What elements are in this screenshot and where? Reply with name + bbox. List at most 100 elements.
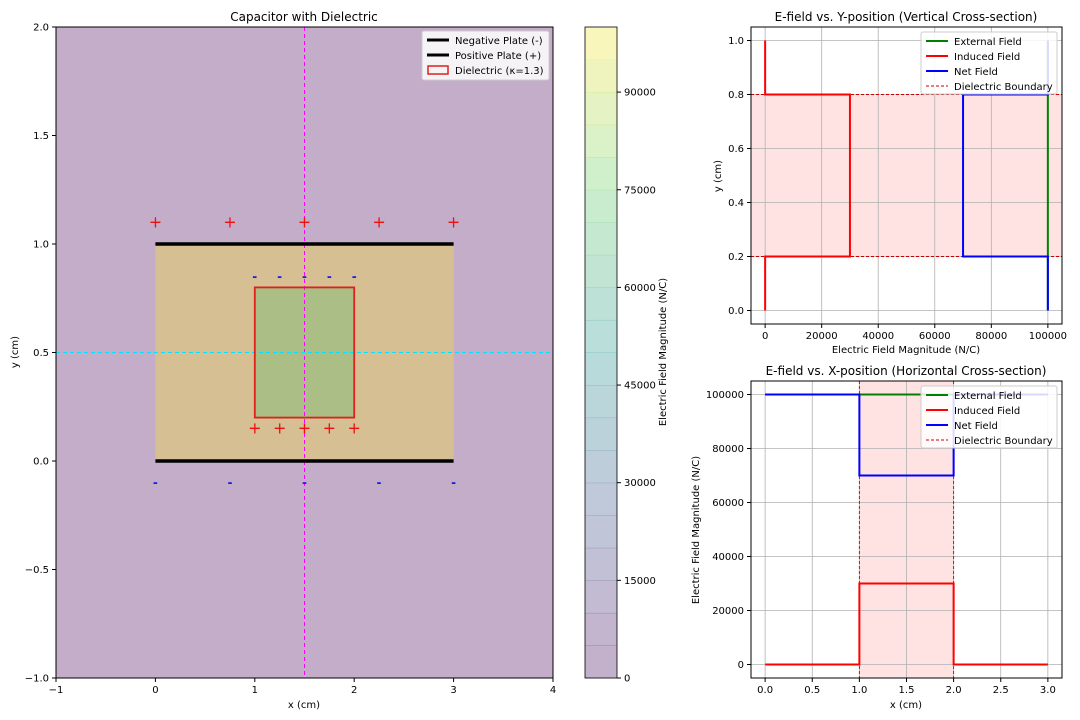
plus-charge-1: + <box>223 212 236 231</box>
colorbar: 0 15000 30000 45000 60000 75000 90000 Electric… <box>584 26 669 685</box>
vertical-section-series-induced <box>764 40 851 311</box>
vertical-section-band <box>751 94 1062 257</box>
capacitor-guides <box>56 27 553 678</box>
colorbar-band-9 <box>585 352 617 386</box>
colorbar-band-2 <box>585 580 617 614</box>
capacitor-y-tick-label-6: 2.0 <box>33 23 49 34</box>
vertical-section-title: E-field vs. Y-position (Vertical Cross-s… <box>775 10 1038 24</box>
capacitor-legend-box <box>421 30 550 81</box>
vertical-section-x-tick-label-4: 80000 <box>975 331 1007 342</box>
colorbar-band-8 <box>585 385 617 419</box>
colorbar-band-16 <box>585 124 617 158</box>
colorbar-band-14 <box>585 189 617 223</box>
colorbar-band-7 <box>585 417 617 451</box>
vertical-section-y-tick-label-5: 1.0 <box>728 36 744 47</box>
dielectric-outline <box>253 286 356 419</box>
vertical-section-x-tick-label-1: 20000 <box>806 331 838 342</box>
plus-charge-5: + <box>248 418 261 437</box>
h-legend-label-external: External Field <box>954 391 1022 402</box>
h-legend-label-net: Net Field <box>954 421 998 432</box>
capacitor-x-tick-label-1: 0 <box>152 685 158 696</box>
legend-label-positive-plate: Positive Plate (+) <box>455 51 541 62</box>
colorbar-band-1 <box>585 612 617 646</box>
colorbar-band-18 <box>585 59 617 93</box>
v-legend-label-external: External Field <box>954 37 1022 48</box>
colorbar-ticks: 0 15000 30000 45000 60000 75000 90000 <box>617 88 656 685</box>
legend-label-dielectric: Dielectric (κ=1.3) <box>455 66 544 77</box>
vertical-section-y-tick-label-0: 0.0 <box>728 306 744 317</box>
colorbar-tick-label-3: 45000 <box>624 381 656 392</box>
minus-charge-5: - <box>153 476 158 490</box>
colorbar-tick-label-0: 0 <box>624 674 630 685</box>
horizontal-section-y-tick-label-1: 20000 <box>712 606 744 617</box>
capacitor-y-tick-label-0: −1.0 <box>25 674 49 685</box>
minus-charge-4: - <box>352 270 357 284</box>
horizontal-section-x-tick-label-3: 1.5 <box>899 685 915 696</box>
horizontal-section-y-tick-label-4: 80000 <box>712 444 744 455</box>
capacitor-x-tick-label-4: 3 <box>450 685 456 696</box>
colorbar-label: Electric Field Magnitude (N/C) <box>658 278 669 426</box>
horizontal-section-y-tick-label-5: 100000 <box>706 390 744 401</box>
horizontal-section-x-tick-label-5: 2.5 <box>993 685 1009 696</box>
vertical-section-legend-box <box>920 31 1058 95</box>
capacitor-y-label: y (cm) <box>10 336 21 368</box>
colorbar-tick-label-2: 30000 <box>624 478 656 489</box>
vertical-section-y-label: y (cm) <box>713 160 724 192</box>
colorbar-band-6 <box>585 450 617 484</box>
capacitor-x-tick-label-3: 2 <box>351 685 357 696</box>
horizontal-section-x-tick-label-1: 0.5 <box>804 685 820 696</box>
vertical-section-y-tick-label-1: 0.2 <box>728 252 744 263</box>
capacitor-y-tick-label-1: −0.5 <box>25 565 49 576</box>
colorbar-tick-label-5: 75000 <box>624 185 656 196</box>
horizontal-section-x-tick-label-6: 3.0 <box>1040 685 1056 696</box>
capacitor-x-label: x (cm) <box>288 700 320 711</box>
capacitor-marks: + + + + + + + + + + - - - - - - - - - - <box>149 212 461 489</box>
vertical-section-x-tick-label-0: 0 <box>762 331 768 342</box>
plus-charge-8: + <box>323 418 336 437</box>
colorbar-band-10 <box>585 319 617 353</box>
minus-charge-8: - <box>377 476 382 490</box>
colorbar-band-12 <box>585 254 617 288</box>
horizontal-section-x-tick-label-0: 0.0 <box>757 685 773 696</box>
colorbar-band-17 <box>585 92 617 126</box>
horizontal-section-x-tick-label-2: 1.0 <box>851 685 867 696</box>
capacitor-y-tick-label-4: 1.0 <box>33 240 49 251</box>
plus-charge-0: + <box>149 212 162 231</box>
capacitor-y-tick-label-2: 0.0 <box>33 457 49 468</box>
capacitor-y-tick-label-3: 0.5 <box>33 348 49 359</box>
minus-charge-7: - <box>302 476 307 490</box>
plus-charge-3: + <box>372 212 385 231</box>
vertical-section-y-tick-label-3: 0.6 <box>728 144 744 155</box>
capacitor-x-tick-label-5: 4 <box>550 685 556 696</box>
minus-charge-9: - <box>451 476 456 490</box>
minus-charge-1: - <box>277 270 282 284</box>
minus-charge-6: - <box>227 476 232 490</box>
vertical-section-y-tick-label-2: 0.4 <box>728 198 744 209</box>
capacitor-y-tick-label-5: 1.5 <box>33 131 49 142</box>
colorbar-band-3 <box>585 547 617 581</box>
legend-label-negative-plate: Negative Plate (-) <box>455 36 543 47</box>
vertical-section-x-tick-label-5: 100000 <box>1029 331 1067 342</box>
minus-charge-0: - <box>252 270 257 284</box>
horizontal-section-y-label: Electric Field Magnitude (N/C) <box>691 456 702 604</box>
vertical-section-legend: External Field Induced Field Net Field D… <box>920 31 1058 95</box>
vertical-section-dielectric-band <box>751 94 1062 257</box>
capacitor-ticks: −1 0 1 2 3 4 −1.0 −0.5 0.0 0.5 1.0 1.5 2.0 <box>25 23 556 697</box>
vertical-section-x-tick-label-3: 60000 <box>919 331 951 342</box>
horizontal-section-x-label: x (cm) <box>890 700 922 711</box>
colorbar-band-11 <box>585 287 617 321</box>
colorbar-band-13 <box>585 222 617 256</box>
horizontal-section-legend-box <box>920 385 1058 449</box>
colorbar-tick-label-1: 15000 <box>624 576 656 587</box>
colorbar-tick-label-4: 60000 <box>624 283 656 294</box>
horizontal-section-series-induced <box>765 582 1048 666</box>
plus-charge-7: + <box>298 418 311 437</box>
vertical-section-plot: E-field vs. Y-position (Vertical Cross-s… <box>713 10 1067 356</box>
colorbar-band-5 <box>585 482 617 516</box>
horizontal-section-y-tick-label-2: 40000 <box>712 552 744 563</box>
minus-charge-2: - <box>302 270 307 284</box>
capacitor-plot-title: Capacitor with Dielectric <box>230 10 378 24</box>
colorbar-frame <box>584 26 618 679</box>
plus-charge-2: + <box>298 212 311 231</box>
